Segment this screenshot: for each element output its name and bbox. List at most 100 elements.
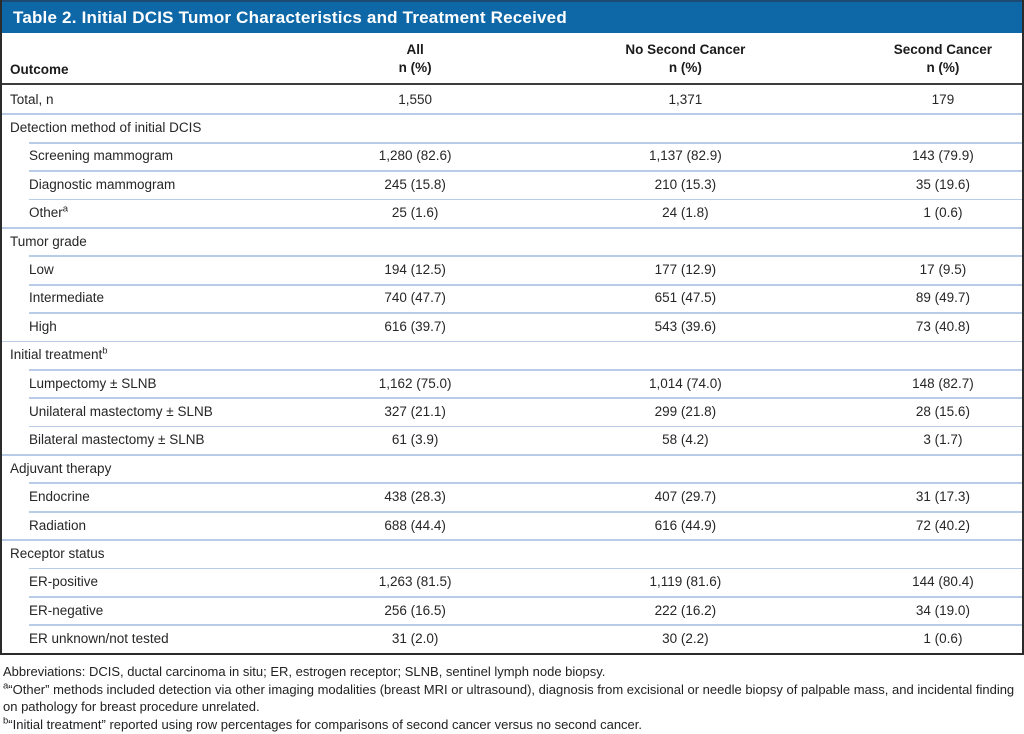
row-label: Screening mammogram [2,148,323,163]
cell-no-second-cancer: 177 (12.9) [654,262,717,278]
row-label-text: Receptor status [10,545,105,561]
table-header-row: Outcome All n (%) No Second Cancer n (%)… [2,33,1022,85]
cell-all: 194 (12.5) [384,262,446,278]
cell-second-cancer: 179 [931,91,955,107]
table-title-bar: Table 2. Initial DCIS Tumor Characterist… [2,0,1022,33]
table-row: Unilateral mastectomy ± SLNB 327 (21.1) … [2,397,1022,425]
cell-no-second-cancer: 543 (39.6) [654,318,717,334]
table-body: Total, n 1,550 1,371 179 Detection metho… [2,85,1022,653]
row-label-text: ER-negative [29,602,104,618]
footnote: b“Initial treatment” reported using row … [3,716,1020,734]
table-row: Total, n 1,550 1,371 179 [2,85,1022,113]
cell-all: 1,280 (82.6) [378,148,452,164]
table-row: ER-negative 256 (16.5) 222 (16.2) 34 (19… [2,596,1022,624]
row-label-text: Lumpectomy ± SLNB [29,375,157,391]
table-row: ER unknown/not tested 31 (2.0) 30 (2.2) … [2,624,1022,652]
row-label: Adjuvant therapy [2,461,323,476]
cell-all: 256 (16.5) [384,602,446,618]
row-label: ER unknown/not tested [2,631,323,646]
table-row: Diagnostic mammogram 245 (15.8) 210 (15.… [2,170,1022,198]
cell-all: 327 (21.1) [384,403,446,419]
table-2: Table 2. Initial DCIS Tumor Characterist… [0,0,1024,655]
row-label-text: Other [29,205,63,221]
cell-second-cancer: 3 (1.7) [923,432,963,448]
row-label-text: Unilateral mastectomy ± SLNB [29,403,213,419]
cell-all: 1,162 (75.0) [378,375,452,391]
footnote: a“Other” methods included detection via … [3,681,1020,717]
column-header-no-second-cancer: No Second Cancer n (%) [507,41,864,83]
cell-second-cancer: 144 (80.4) [912,574,974,590]
table-row: High 616 (39.7) 543 (39.6) 73 (40.8) [2,312,1022,340]
row-label: ER-positive [2,574,323,589]
cell-second-cancer: 1 (0.6) [923,205,963,221]
row-label-text: High [29,318,57,334]
row-label-text: Detection method of initial DCIS [10,120,202,136]
table-row: Intermediate 740 (47.7) 651 (47.5) 89 (4… [2,283,1022,312]
footnote-superscript: b [3,715,9,727]
row-label: Unilateral mastectomy ± SLNB [2,404,323,419]
row-label: Lumpectomy ± SLNB [2,376,323,391]
footnote-superscript: a [3,680,9,692]
table-row: Radiation 688 (44.4) 616 (44.9) 72 (40.2… [2,510,1022,539]
table-row: Endocrine 438 (28.3) 407 (29.7) 31 (17.3… [2,482,1022,510]
table-row: ER-positive 1,263 (81.5) 1,119 (81.6) 14… [2,567,1022,596]
row-label-text: Bilateral mastectomy ± SLNB [29,432,205,448]
cell-no-second-cancer: 407 (29.7) [654,489,717,505]
row-label: Diagnostic mammogram [2,177,323,192]
table-row: Bilateral mastectomy ± SLNB 61 (3.9) 58 … [2,425,1022,454]
cell-second-cancer: 35 (19.6) [915,176,970,192]
row-label-text: Total, n [10,91,54,107]
column-header-all: All n (%) [323,41,507,83]
cell-second-cancer: 72 (40.2) [915,517,970,533]
row-label-text: ER-positive [29,574,99,590]
row-label-text: Tumor grade [10,233,87,249]
cell-no-second-cancer: 1,014 (74.0) [648,375,722,391]
table-row: Receptor status [2,539,1022,567]
row-label: Initial treatmentb [2,346,323,363]
column-header-all-label: All [406,41,424,57]
cell-second-cancer: 34 (19.0) [915,602,970,618]
row-label: Receptor status [2,546,323,561]
cell-second-cancer: 31 (17.3) [915,489,970,505]
footnote-text: “Other” methods included detection via o… [3,681,1015,715]
table-title: Table 2. Initial DCIS Tumor Characterist… [13,7,567,27]
row-label: Othera [2,205,323,221]
table-row: Screening mammogram 1,280 (82.6) 1,137 (… [2,141,1022,170]
row-label: High [2,319,323,334]
row-label: Endocrine [2,489,323,504]
row-label-text: Endocrine [29,489,90,505]
footnote-text: Abbreviations: DCIS, ductal carcinoma in… [3,663,606,679]
cell-all: 616 (39.7) [384,318,446,334]
cell-no-second-cancer: 58 (4.2) [662,432,709,448]
cell-no-second-cancer: 222 (16.2) [654,602,717,618]
column-header-all-npct: n (%) [398,59,432,75]
row-label-text: Initial treatment [10,347,103,363]
cell-no-second-cancer: 1,137 (82.9) [648,148,722,164]
table-row: Adjuvant therapy [2,454,1022,482]
cell-second-cancer: 17 (9.5) [919,262,967,278]
cell-all: 61 (3.9) [391,432,439,448]
row-label-text: Low [29,262,54,278]
table-row: Initial treatmentb [2,340,1022,369]
cell-second-cancer: 89 (49.7) [915,290,970,306]
column-header-no-second-cancer-npct: n (%) [668,59,702,75]
cell-no-second-cancer: 299 (21.8) [654,403,717,419]
row-label-text: Radiation [29,517,87,533]
row-label: Detection method of initial DCIS [2,120,323,135]
table-row: Othera 25 (1.6) 24 (1.8) 1 (0.6) [2,198,1022,227]
cell-second-cancer: 28 (15.6) [915,403,970,419]
table-row: Lumpectomy ± SLNB 1,162 (75.0) 1,014 (74… [2,368,1022,397]
cell-no-second-cancer: 1,119 (81.6) [649,574,722,590]
footnote: Abbreviations: DCIS, ductal carcinoma in… [3,663,1020,681]
row-label: Low [2,262,323,277]
cell-no-second-cancer: 1,371 [668,91,703,107]
row-label-text: Screening mammogram [29,148,174,164]
cell-second-cancer: 73 (40.8) [915,318,970,334]
row-label: Intermediate [2,290,323,305]
row-label-text: Intermediate [29,290,105,306]
cell-no-second-cancer: 616 (44.9) [654,517,717,533]
cell-no-second-cancer: 651 (47.5) [654,290,717,306]
column-header-outcome: Outcome [10,62,69,77]
cell-all: 688 (44.4) [384,517,446,533]
footnotes: Abbreviations: DCIS, ductal carcinoma in… [0,655,1024,734]
